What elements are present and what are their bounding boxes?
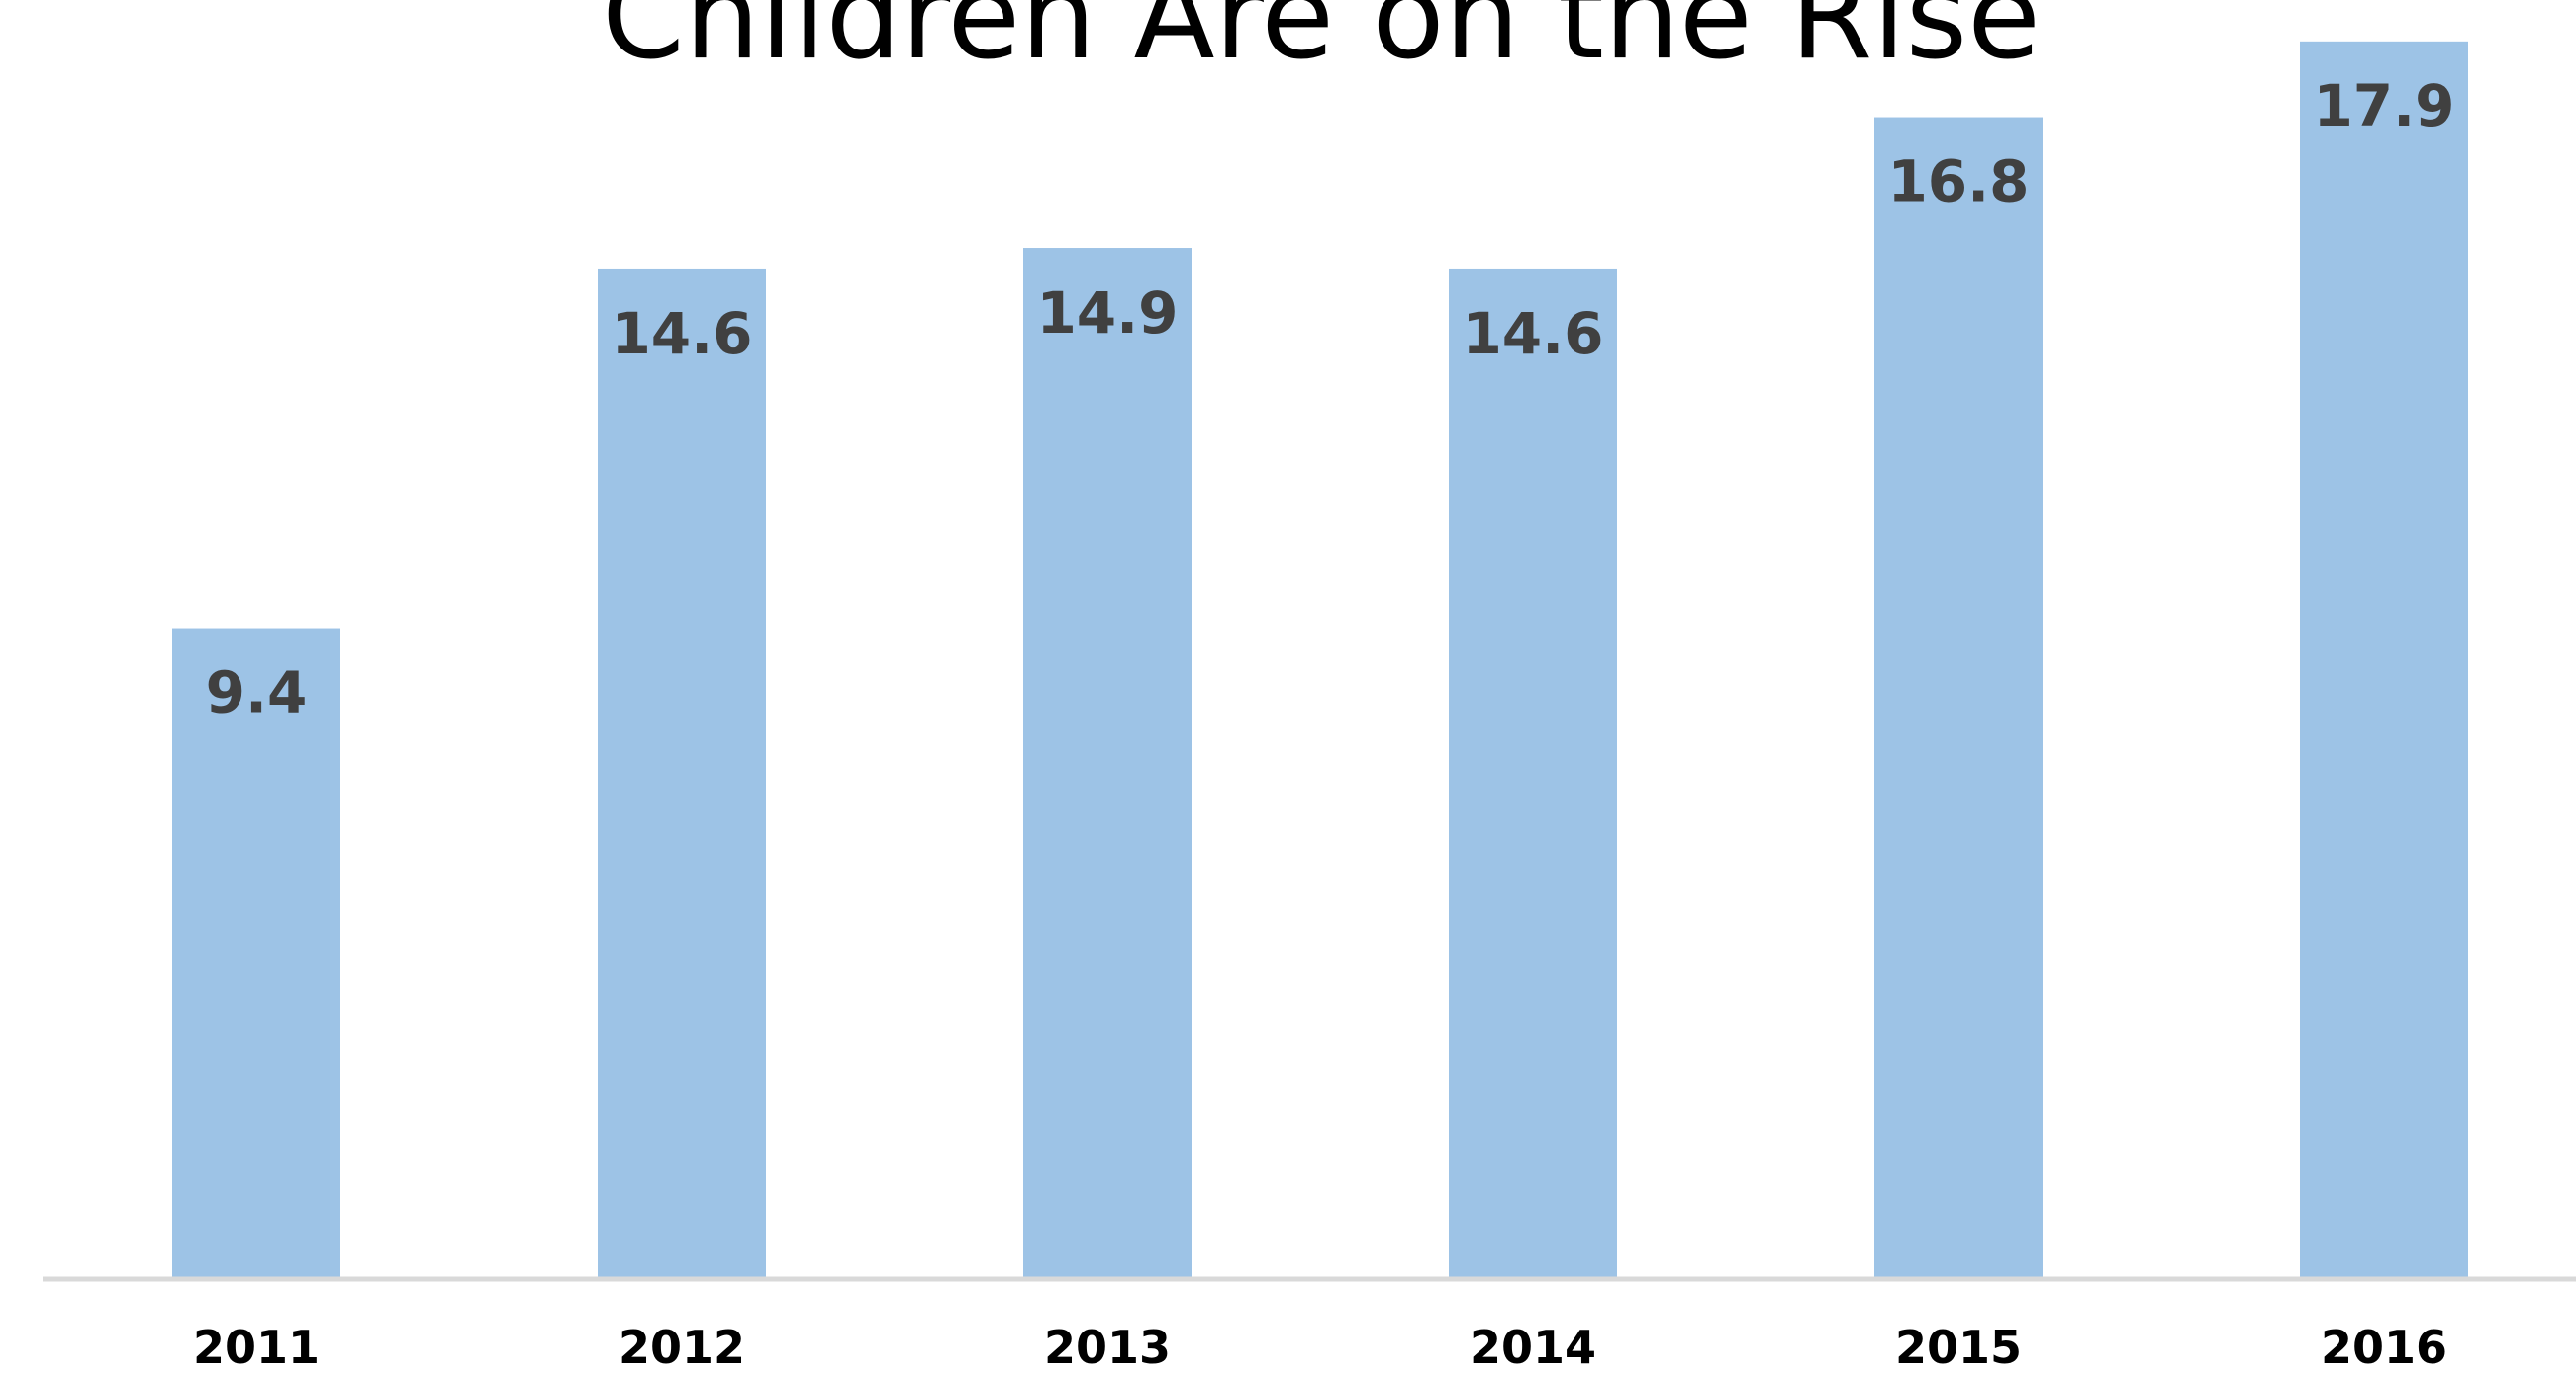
x-tick-label-2016: 2016 xyxy=(2321,1321,2447,1374)
data-label-2011: 9.4 xyxy=(206,659,308,727)
data-label-2015: 16.8 xyxy=(1887,148,2029,216)
bars-group: 9.4 14.6 14.9 14.6 16.8 17.9 xyxy=(172,41,2468,1278)
x-tick-label-2012: 2012 xyxy=(619,1321,745,1374)
bar-2016 xyxy=(2300,41,2468,1277)
bar-2015 xyxy=(1874,117,2043,1278)
data-label-2014: 14.6 xyxy=(1462,300,1603,367)
bar-2013 xyxy=(1023,248,1192,1278)
data-label-2016: 17.9 xyxy=(2313,72,2454,140)
bar-2011 xyxy=(172,628,340,1277)
x-tick-label-2013: 2013 xyxy=(1044,1321,1171,1374)
data-label-2013: 14.9 xyxy=(1036,279,1178,346)
x-tick-label-2015: 2015 xyxy=(1895,1321,2022,1374)
x-tick-label-2011: 2011 xyxy=(193,1321,320,1374)
bar-2012 xyxy=(598,268,766,1278)
bar-2014 xyxy=(1449,268,1617,1278)
data-label-2012: 14.6 xyxy=(611,300,752,367)
x-tick-label-2014: 2014 xyxy=(1470,1321,1596,1374)
x-tick-labels: 2011 2012 2013 2014 2015 2016 xyxy=(193,1321,2447,1374)
chart-title: Children Are on the Rise xyxy=(602,0,2041,86)
